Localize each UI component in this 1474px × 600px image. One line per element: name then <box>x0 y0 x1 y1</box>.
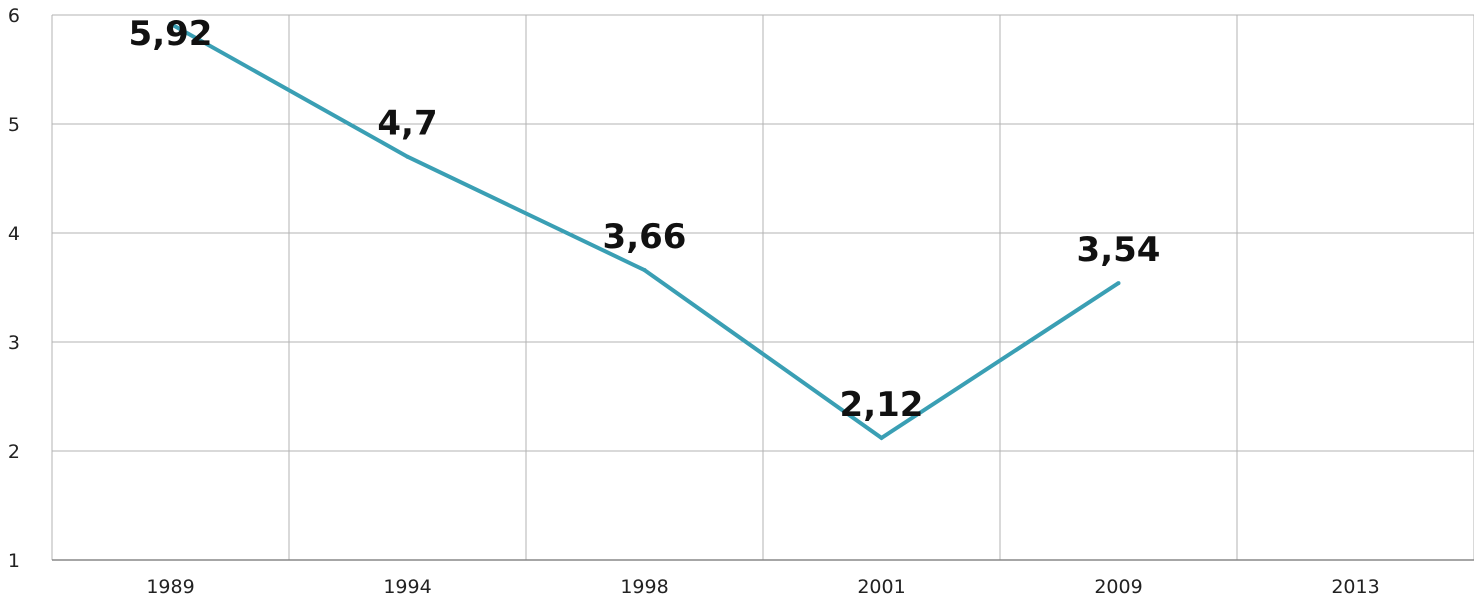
x-tick-label: 1998 <box>620 576 668 598</box>
data-label: 4,7 <box>377 104 437 144</box>
x-tick-label: 2013 <box>1331 576 1379 598</box>
x-tick-label: 1989 <box>146 576 194 598</box>
data-label: 5,92 <box>129 14 213 54</box>
y-tick-label: 1 <box>8 550 20 572</box>
axes: 1 2 3 4 5 6 1989 1994 1998 2001 2009 2013 <box>8 5 1474 598</box>
data-point <box>168 21 173 26</box>
grid <box>51 14 1474 560</box>
data-point <box>1116 281 1121 286</box>
y-tick-label: 6 <box>8 5 20 27</box>
data-label: 3,66 <box>603 217 687 257</box>
x-tick-label: 2009 <box>1094 576 1142 598</box>
data-labels: 5,92 4,7 3,66 2,12 3,54 <box>129 14 1161 425</box>
y-tick-label: 4 <box>8 223 20 245</box>
data-point <box>405 154 410 159</box>
data-point <box>642 268 647 273</box>
x-tick-label: 2001 <box>857 576 905 598</box>
data-label: 3,54 <box>1077 230 1161 270</box>
data-label: 2,12 <box>840 385 924 425</box>
x-tick-label: 1994 <box>383 576 431 598</box>
data-point <box>879 435 884 440</box>
y-tick-label: 3 <box>8 332 20 354</box>
y-tick-label: 2 <box>8 441 20 463</box>
series <box>168 21 1121 441</box>
y-tick-label: 5 <box>8 114 20 136</box>
